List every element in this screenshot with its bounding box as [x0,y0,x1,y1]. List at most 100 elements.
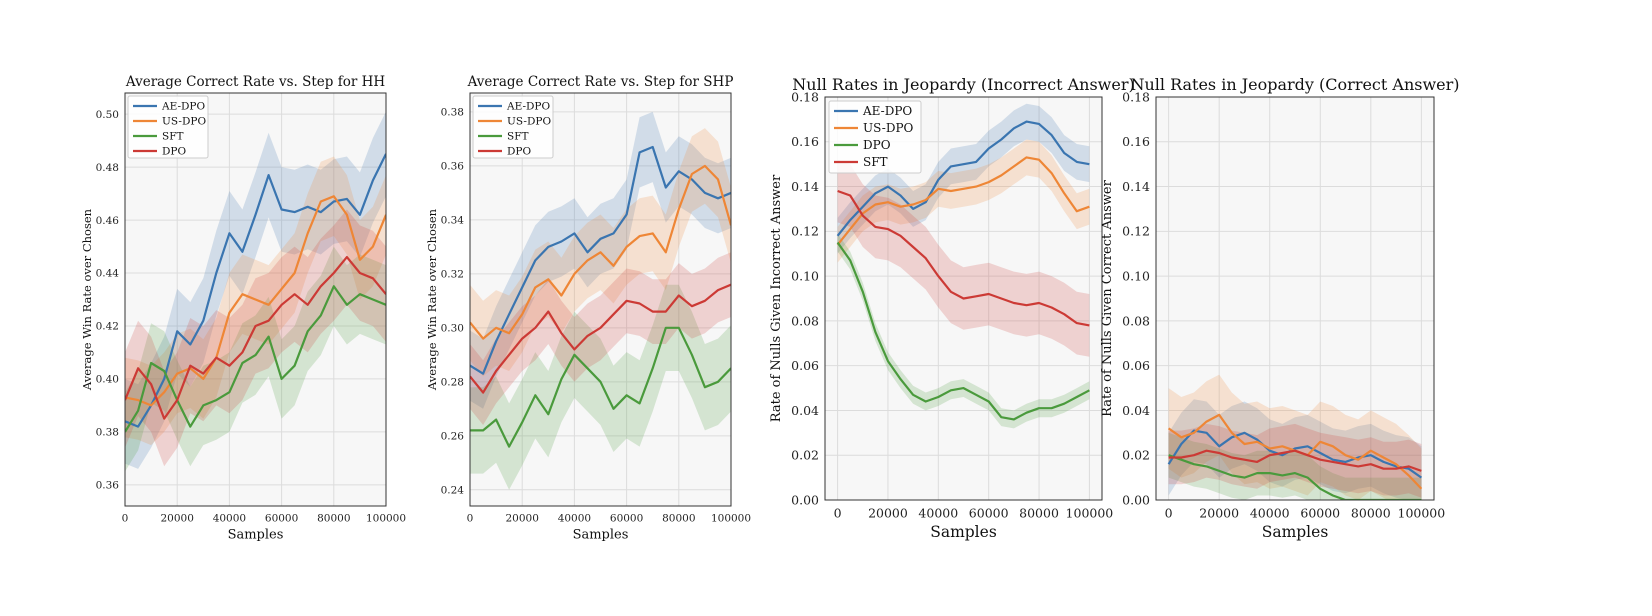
x-tick-label: 60000 [1300,506,1340,521]
y-tick-label: 0.18 [791,89,819,104]
legend-entry-sft: SFT [507,131,528,143]
y-tick-label: 0.38 [441,107,464,119]
y-tick-label: 0.16 [1122,134,1150,149]
series-band-us-dpo [125,156,386,446]
x-tick-label: 0 [122,513,129,525]
y-tick-label: 0.36 [96,479,120,491]
series-group [836,103,1090,429]
series-line-dpo [836,241,1090,421]
x-tick-label: 100000 [1066,506,1114,521]
series-group [470,111,731,490]
series-line-dpo [470,283,731,394]
legend-entry-dpo: DPO [162,146,186,158]
x-axis-label: Samples [930,523,997,541]
legend-entry-ae-dpo: AE-DPO [506,101,550,113]
y-tick-label: 0.46 [96,215,120,227]
y-tick-label: 0.10 [1122,268,1150,283]
series-line-sft [470,326,731,448]
y-tick-label: 0.24 [441,484,465,496]
x-axis-label: Samples [228,528,284,543]
series-band-sft [1168,423,1422,498]
series-line-us-dpo [836,156,1090,246]
x-tick-label: 80000 [662,513,695,525]
legend-entry-us-dpo: US-DPO [507,116,551,128]
series-group [125,111,386,472]
legend-entry-dpo: DPO [863,138,891,152]
x-tick-label: 60000 [265,513,298,525]
chart-title: Null Rates in Jeopardy (Incorrect Answer… [792,75,1134,94]
series-band-sft [837,159,1090,357]
x-tick-label: 40000 [558,513,591,525]
y-tick-label: 0.12 [1122,224,1150,239]
y-tick-label: 0.16 [791,134,819,149]
series-line-us-dpo [125,195,386,407]
y-tick-label: 0.40 [96,374,119,386]
y-tick-label: 0.10 [791,268,819,283]
chart-title: Average Correct Rate vs. Step for HH [125,74,385,90]
x-tick-label: 40000 [918,506,958,521]
y-tick-label: 0.14 [791,179,819,194]
x-tick-label: 100000 [366,513,406,525]
y-axis-label: Average Win Rate over Chosen [425,208,439,391]
legend-entry-sft: SFT [863,155,888,169]
y-tick-label: 0.38 [96,427,119,439]
legend-entry-sft: SFT [162,131,183,143]
axes-frame [824,96,1103,501]
x-tick-label: 20000 [1199,506,1239,521]
legend-entry-ae-dpo: AE-DPO [161,101,205,113]
x-tick-label: 40000 [213,513,246,525]
series-band-dpo [125,209,386,467]
series-line-ae-dpo [1167,429,1423,479]
y-tick-label: 0.44 [96,268,120,280]
y-tick-label: 0.02 [791,448,819,463]
x-tick-label: 80000 [1351,506,1391,521]
series-line-ae-dpo [470,145,731,375]
legend-entry-dpo: DPO [507,146,531,158]
x-tick-label: 80000 [1019,506,1059,521]
y-axis-label: Average Win Rate over Chosen [80,208,94,391]
y-tick-label: 0.04 [791,403,819,418]
x-tick-label: 60000 [969,506,1009,521]
series-band-sft [125,246,386,472]
series-band-dpo [1168,432,1422,500]
y-tick-label: 0.36 [441,161,465,173]
series-line-sft [837,189,1090,327]
y-tick-label: 0.18 [1122,89,1150,104]
y-tick-label: 0.26 [441,430,465,442]
series-band-us-dpo [1168,374,1422,500]
chart-panel-3: 0 20000 40000 60000 80000 100000 0.00 0.02 0.04 0… [769,75,1135,541]
y-tick-label: 0.08 [791,313,819,328]
chart-title: Average Correct Rate vs. Step for SHP [467,74,734,90]
series-band-ae-dpo [837,103,1090,254]
y-axis-label: Rate of Nulls Given Correct Answer [1100,179,1115,416]
y-tick-label: 0.30 [441,323,464,335]
chart-title: Null Rates in Jeopardy (Correct Answer) [1130,75,1459,94]
legend-box [472,95,554,159]
legend: AE-DPO US-DPO SFT DPO [472,95,554,159]
series-group [1167,374,1423,500]
x-tick-label: 40000 [1250,506,1290,521]
series-line-us-dpo [470,164,731,340]
legend-entry-ae-dpo: AE-DPO [862,104,912,118]
y-tick-label: 0.50 [96,109,119,121]
legend-entry-us-dpo: US-DPO [162,116,206,128]
series-band-dpo [470,252,731,425]
chart-panel-4: 0 20000 40000 60000 80000 100000 0.00 0.02 0.04 0… [1100,75,1460,541]
series-line-dpo [1168,454,1422,500]
legend: AE-DPO US-DPO SFT DPO [127,95,209,159]
x-tick-label: 60000 [610,513,643,525]
y-tick-label: 0.08 [1122,313,1150,328]
x-tick-label: 100000 [711,513,751,525]
chart-panel-2: 0 20000 40000 60000 80000 100000 0.24 0.26 0.28 0… [425,74,751,543]
series-band-sft [470,284,731,490]
x-tick-label: 20000 [160,513,193,525]
x-tick-label: 0 [1165,506,1173,521]
axes-frame [469,92,732,507]
series-line-ae-dpo [125,153,386,428]
y-tick-label: 0.02 [1122,448,1150,463]
series-line-dpo [125,256,386,420]
y-tick-label: 0.42 [96,321,119,333]
legend-box [828,100,922,174]
y-tick-label: 0.06 [1122,358,1150,373]
